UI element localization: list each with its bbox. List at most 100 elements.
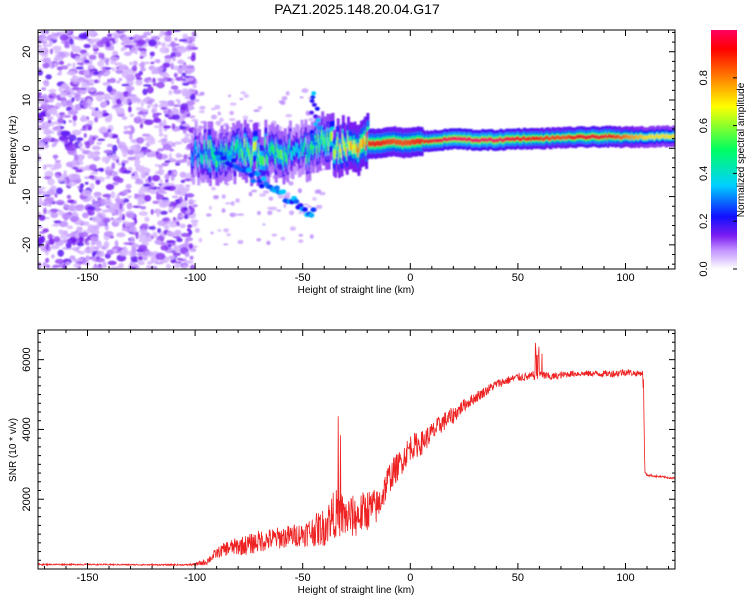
heatmap-cell [61, 100, 68, 108]
heatmap-cell [311, 91, 317, 96]
heatmap-cell [72, 119, 77, 127]
heatmap-cell [158, 164, 163, 169]
heatmap-cell [38, 97, 45, 105]
heatmap-cell [137, 255, 144, 261]
heatmap-cell [309, 129, 315, 134]
heatmap-cell [144, 216, 150, 223]
heatmap-cell [188, 115, 196, 119]
heatmap-cell [139, 34, 148, 39]
heatmap-cell [133, 150, 141, 155]
heatmap-cell [312, 141, 318, 146]
heatmap-cell [90, 38, 99, 43]
heatmap-cell [219, 117, 224, 123]
heatmap-cell [58, 85, 63, 92]
heatmap-cell [229, 102, 237, 106]
heatmap-cell [147, 99, 153, 105]
heatmap-cell [299, 96, 304, 99]
heatmap-cell [136, 252, 146, 256]
heatmap-cell [182, 206, 188, 212]
heatmap-cell [67, 110, 78, 115]
x-tick-label: 100 [616, 572, 634, 584]
heatmap-cell [214, 104, 221, 110]
heatmap-cell [83, 133, 87, 138]
heatmap-cell [129, 236, 136, 244]
heatmap-cell [179, 223, 186, 229]
heatmap-cell [45, 196, 55, 203]
heatmap-cell [91, 145, 101, 151]
heatmap-cell [311, 102, 317, 107]
y-tick-label: 2000 [21, 487, 33, 511]
heatmap-cell [47, 178, 55, 186]
heatmap-cell [108, 113, 113, 121]
heatmap-cell [82, 221, 87, 225]
heatmap-cell [82, 212, 89, 219]
heatmap-cell [132, 34, 141, 42]
heatmap-cell [143, 84, 152, 87]
heatmap-cell [210, 231, 214, 235]
heatmap-cell [97, 138, 106, 142]
heatmap-cell [217, 111, 222, 116]
heatmap-cell [52, 108, 58, 116]
heatmap-cell [235, 198, 240, 203]
heatmap-cell [44, 164, 54, 168]
heatmap-cell [109, 77, 116, 84]
heatmap-cell [91, 199, 96, 203]
heatmap-cell [154, 239, 162, 245]
heatmap-cell [130, 45, 138, 54]
y-tick-label: -10 [21, 189, 33, 205]
heatmap-cell [76, 226, 83, 233]
heatmap-cell [230, 158, 237, 164]
heatmap-cell [38, 235, 46, 243]
y-tick-label: 6000 [21, 347, 33, 371]
heatmap-cell [181, 72, 187, 77]
heatmap-cell [105, 202, 113, 207]
heatmap-cell [228, 94, 232, 98]
heatmap-cell [117, 264, 124, 269]
heatmap-cell [243, 94, 250, 98]
heatmap-cell [103, 132, 109, 138]
heatmap-cell [122, 189, 129, 195]
heatmap-cell [230, 201, 235, 206]
heatmap-cell [262, 223, 266, 226]
heatmap-cell [115, 159, 120, 164]
heatmap-cell [140, 99, 144, 107]
heatmap-cell [192, 84, 197, 89]
heatmap-cell [307, 205, 312, 208]
heatmap-cell [147, 105, 151, 109]
heatmap-cell [98, 52, 103, 59]
heatmap-cell [59, 114, 64, 119]
heatmap-cell [178, 183, 184, 187]
heatmap-cell [42, 262, 47, 268]
heatmap-cell [258, 183, 265, 189]
heatmap-cell [66, 63, 72, 67]
snr-panel: -150 -100 -50 0 50 100 2000 4000 6000 Height of … [8, 329, 676, 596]
heatmap-cell [116, 177, 124, 184]
heatmap-cell [121, 116, 128, 120]
heatmap-cell [71, 78, 79, 82]
heatmap-cell [80, 116, 88, 122]
heatmap-cell [73, 258, 84, 262]
heatmap-cell [199, 91, 205, 96]
heatmap-cell [162, 62, 171, 68]
heatmap-cell [170, 41, 176, 48]
heatmap-cell [76, 62, 85, 65]
heatmap-cell [39, 124, 49, 130]
heatmap-cell [143, 31, 152, 36]
heatmap-cell [184, 260, 194, 264]
heatmap-cell [175, 98, 181, 103]
heatmap-cell [134, 218, 138, 225]
heatmap-cell [65, 106, 72, 112]
heatmap-cell [62, 120, 66, 125]
heatmap-cell [51, 224, 60, 227]
heatmap-cell [135, 77, 143, 81]
heatmap-cell [86, 206, 96, 211]
heatmap-cell [199, 105, 206, 110]
heatmap-cell [129, 113, 135, 118]
heatmap-cell [116, 80, 121, 84]
heatmap-cell [179, 171, 187, 178]
heatmap-cell [89, 134, 93, 142]
heatmap-cell [159, 46, 170, 54]
heatmap-cell [142, 113, 147, 118]
heatmap-cell [91, 266, 98, 269]
